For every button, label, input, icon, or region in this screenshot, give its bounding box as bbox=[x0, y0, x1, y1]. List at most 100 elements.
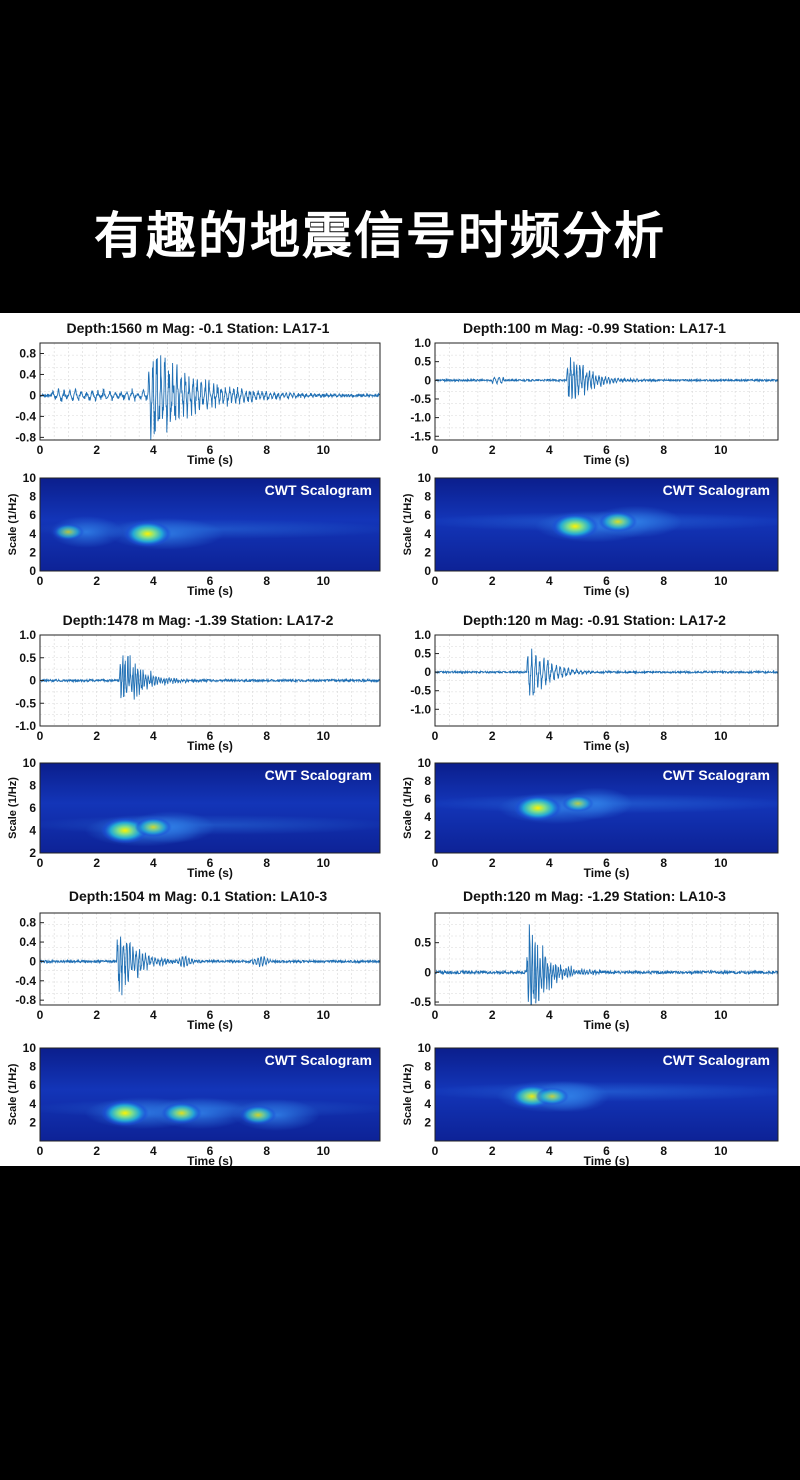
y-tick-label: -1.5 bbox=[410, 429, 431, 443]
x-tick-label: 2 bbox=[489, 729, 496, 743]
scalogram-label: CWT Scalogram bbox=[265, 482, 372, 498]
x-axis-label: Time (s) bbox=[187, 1018, 233, 1032]
scalogram-label: CWT Scalogram bbox=[663, 767, 770, 783]
scalogram-y-tick-label: 2 bbox=[29, 1115, 36, 1129]
scalogram-x-tick-label: 10 bbox=[714, 1144, 728, 1158]
x-tick-label: 2 bbox=[93, 443, 100, 457]
scalogram-label: CWT Scalogram bbox=[663, 1052, 770, 1068]
y-tick-label: -0.4 bbox=[15, 409, 36, 423]
scalogram-y-tick-label: 4 bbox=[424, 1097, 431, 1111]
x-tick-label: 6 bbox=[207, 729, 214, 743]
scalogram-label: CWT Scalogram bbox=[265, 767, 372, 783]
plot-frame bbox=[434, 634, 779, 727]
scalogram-frame bbox=[434, 762, 779, 854]
chart-panel-1: Depth:1560 m Mag: -0.1 Station: LA17-1 0.… bbox=[7, 320, 381, 598]
x-tick-label: 8 bbox=[263, 729, 270, 743]
scalogram-x-tick-label: 8 bbox=[660, 856, 667, 870]
x-tick-label: 10 bbox=[317, 443, 331, 457]
chart-title: Depth:120 m Mag: -0.91 Station: LA17-2 bbox=[463, 612, 726, 628]
scalogram-y-tick-label: 2 bbox=[29, 545, 36, 559]
scalogram-x-tick-label: 6 bbox=[603, 574, 610, 588]
energy-blob bbox=[52, 523, 85, 541]
scalogram-y-tick-label: 0 bbox=[29, 564, 36, 578]
x-tick-label: 6 bbox=[603, 1008, 610, 1022]
scalogram-x-tick-label: 2 bbox=[93, 574, 100, 588]
x-tick-label: 10 bbox=[317, 1008, 331, 1022]
waveform-line bbox=[434, 648, 779, 696]
x-tick-label: 6 bbox=[603, 443, 610, 457]
y-tick-label: 0 bbox=[29, 674, 36, 688]
y-tick-label: 1.0 bbox=[414, 336, 431, 350]
scalogram-x-tick-label: 4 bbox=[150, 856, 157, 870]
plot-frame bbox=[434, 342, 779, 441]
y-tick-label: 0 bbox=[29, 388, 36, 402]
scalogram-x-tick-label: 10 bbox=[317, 1144, 331, 1158]
scalogram-x-tick-label: 10 bbox=[714, 574, 728, 588]
scalogram-x-axis-label: Time (s) bbox=[187, 584, 233, 598]
scalogram-x-axis-label: Time (s) bbox=[187, 1154, 233, 1166]
scalogram-y-tick-label: 2 bbox=[424, 1115, 431, 1129]
scalogram-x-tick-label: 0 bbox=[37, 574, 44, 588]
energy-blob bbox=[551, 513, 600, 540]
scalogram-frame bbox=[39, 762, 381, 854]
x-axis-label: Time (s) bbox=[584, 739, 630, 753]
energy-blob bbox=[239, 1104, 277, 1125]
scalogram-x-tick-label: 10 bbox=[714, 856, 728, 870]
scalogram-energy bbox=[40, 811, 380, 847]
y-tick-label: -0.4 bbox=[15, 974, 36, 988]
scalogram-x-tick-label: 8 bbox=[660, 1144, 667, 1158]
x-axis-label: Time (s) bbox=[187, 739, 233, 753]
y-tick-label: -0.5 bbox=[410, 995, 431, 1009]
energy-blob bbox=[562, 795, 594, 812]
scalogram-energy bbox=[435, 1080, 778, 1113]
x-tick-label: 0 bbox=[432, 729, 439, 743]
scalogram-label: CWT Scalogram bbox=[265, 1052, 372, 1068]
scalogram-y-tick-label: 8 bbox=[29, 490, 36, 504]
scalogram-y-axis-label: Scale (1/Hz) bbox=[402, 493, 414, 555]
scalogram-plot: CWT Scalogram 10 8 6 4 2 00 2 4 6 8 10 Time (s) Scale… bbox=[7, 471, 381, 598]
scalogram-y-tick-label: 10 bbox=[23, 471, 37, 485]
scalogram-y-tick-label: 8 bbox=[29, 779, 36, 793]
x-tick-label: 8 bbox=[263, 443, 270, 457]
energy-blob bbox=[134, 817, 172, 838]
y-tick-label: -0.8 bbox=[15, 993, 36, 1007]
x-tick-label: 6 bbox=[603, 729, 610, 743]
scalogram-y-tick-label: 4 bbox=[424, 527, 431, 541]
scalogram-x-tick-label: 8 bbox=[263, 574, 270, 588]
scalogram-x-tick-label: 8 bbox=[263, 1144, 270, 1158]
scalogram-y-tick-label: 2 bbox=[424, 545, 431, 559]
y-tick-label: 0.8 bbox=[19, 916, 36, 930]
scalogram-x-tick-label: 2 bbox=[93, 1144, 100, 1158]
scalogram-x-tick-label: 4 bbox=[546, 856, 553, 870]
y-tick-label: -1.0 bbox=[410, 702, 431, 716]
waveform-line bbox=[39, 655, 381, 700]
chart-panel-2: Depth:100 m Mag: -0.99 Station: LA17-1 1.… bbox=[402, 320, 779, 598]
scalogram-frame bbox=[39, 477, 381, 572]
scalogram-plot: CWT Scalogram 10 8 6 4 2 00 2 4 6 8 10 Time (s) Scale… bbox=[402, 471, 779, 598]
y-tick-label: -1.0 bbox=[410, 411, 431, 425]
y-tick-label: 0 bbox=[424, 373, 431, 387]
scalogram-x-tick-label: 0 bbox=[432, 574, 439, 588]
y-tick-label: 0.5 bbox=[19, 651, 36, 665]
scalogram-y-tick-label: 4 bbox=[29, 527, 36, 541]
scalogram-y-tick-label: 10 bbox=[23, 756, 37, 770]
scalogram-x-tick-label: 4 bbox=[150, 574, 157, 588]
scalogram-x-tick-label: 6 bbox=[207, 856, 214, 870]
y-tick-label: 0.5 bbox=[414, 355, 431, 369]
chart-title: Depth:100 m Mag: -0.99 Station: LA17-1 bbox=[463, 320, 726, 336]
y-tick-label: 0.4 bbox=[19, 935, 36, 949]
scalogram-x-tick-label: 6 bbox=[207, 574, 214, 588]
chart-title: Depth:120 m Mag: -1.29 Station: LA10-3 bbox=[463, 888, 726, 904]
scalogram-x-tick-label: 10 bbox=[317, 856, 331, 870]
scalogram-energy bbox=[435, 787, 778, 824]
scalogram-x-axis-label: Time (s) bbox=[584, 1154, 630, 1166]
scalogram-y-tick-label: 10 bbox=[418, 471, 432, 485]
scalogram-x-tick-label: 2 bbox=[489, 1144, 496, 1158]
